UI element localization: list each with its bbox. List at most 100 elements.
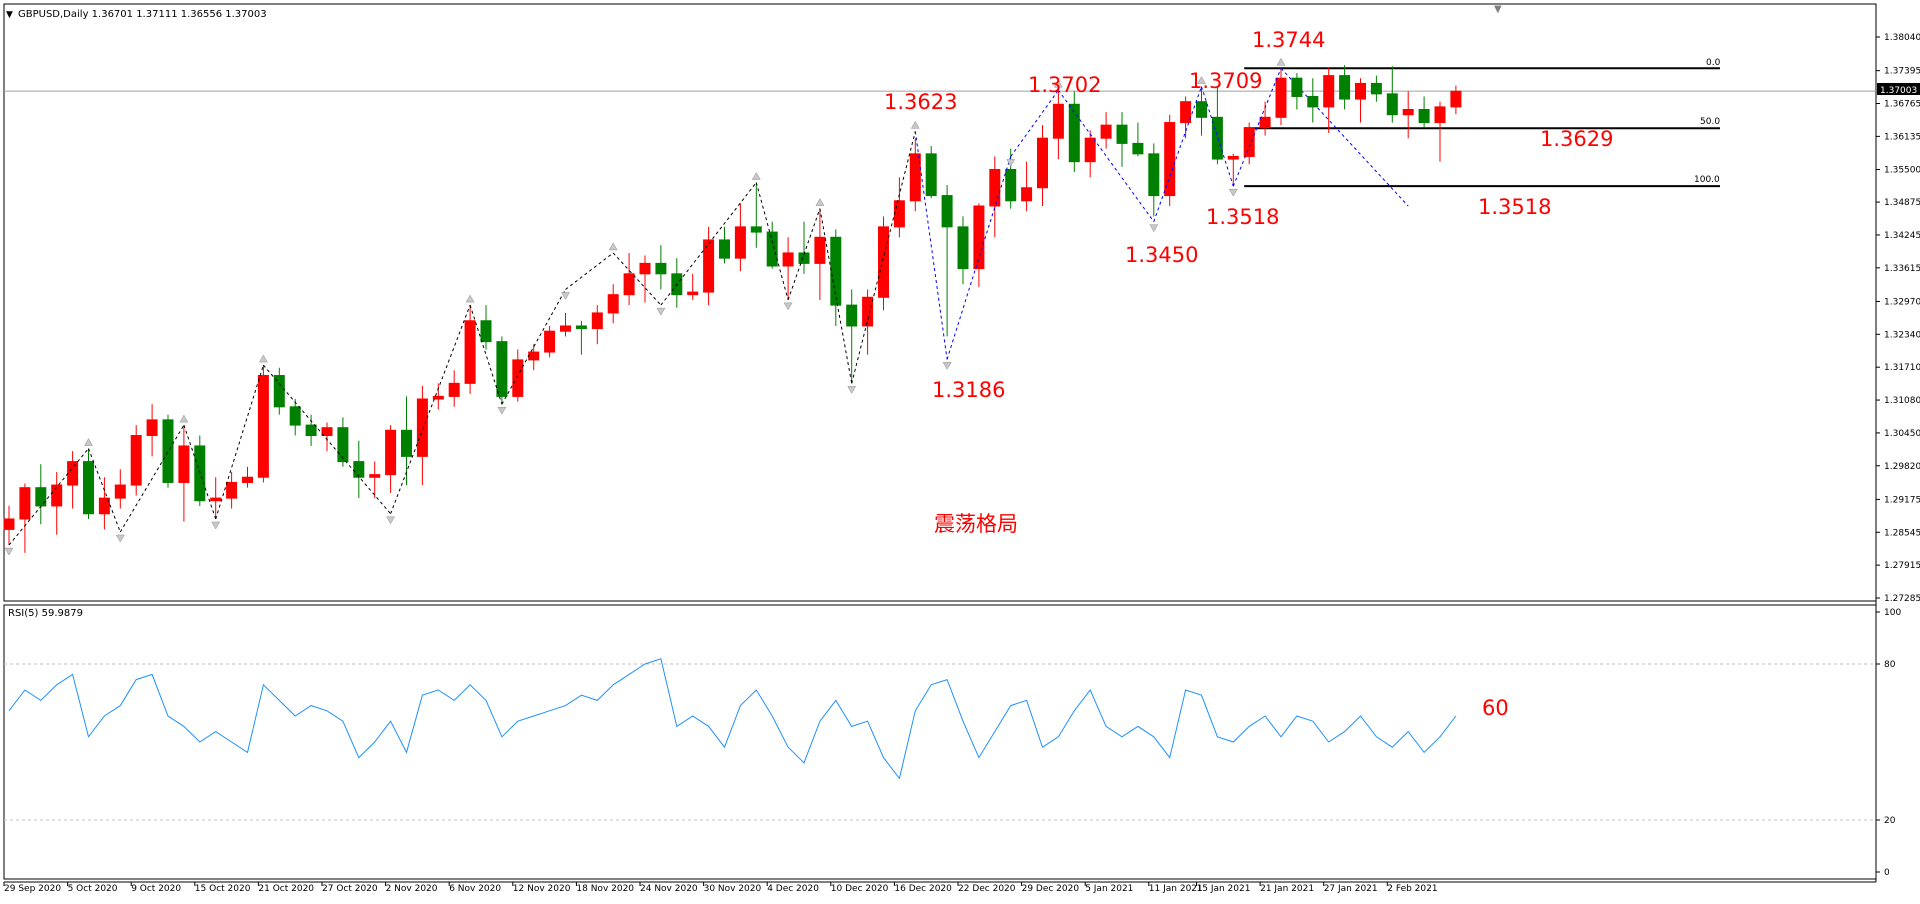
candle-body [273, 375, 285, 408]
annotation-1-3702: 1.3702 [1028, 73, 1101, 97]
candle-body [909, 153, 921, 202]
fib-label-50: 50.0 [1700, 117, 1720, 127]
candle-body [1275, 77, 1287, 118]
zigzag-segment [565, 252, 614, 290]
time-axis-label: 29 Dec 2020 [1022, 884, 1080, 894]
time-axis-label: 22 Dec 2020 [958, 884, 1016, 894]
candle-body [1068, 103, 1080, 163]
candle-body [782, 252, 794, 267]
candle-body [607, 294, 619, 314]
candle-body [925, 153, 937, 197]
time-axis-label: 15 Jan 2021 [1197, 884, 1251, 894]
candle-body [496, 341, 508, 397]
window-menu-icon[interactable]: ▼ [6, 10, 13, 20]
candle-body [1402, 109, 1414, 116]
annotation-consolidation: 震荡格局 [934, 512, 1018, 536]
candle-body [1037, 137, 1048, 189]
price-axis-label: 1.32340 [1884, 330, 1920, 340]
candle-body [19, 487, 31, 520]
fractal-down-marker [211, 521, 221, 530]
candle-body [814, 236, 826, 264]
time-axis-label: 2 Feb 2021 [1387, 884, 1437, 894]
annotation-1-3709: 1.3709 [1189, 69, 1262, 93]
candle-body [973, 205, 985, 270]
candle-body [1084, 137, 1096, 163]
rsi-axis-label: 20 [1884, 816, 1896, 826]
price-axis-label: 1.38040 [1884, 33, 1920, 43]
candle-body [687, 291, 699, 296]
time-axis-label: 12 Nov 2020 [513, 884, 571, 894]
price-axis-label: 1.29820 [1884, 462, 1920, 472]
time-axis-label: 27 Oct 2020 [322, 884, 378, 894]
zigzag-segment [1010, 89, 1059, 157]
rsi-axis-label: 0 [1884, 868, 1890, 878]
chart-shift-icon[interactable]: ▼ [1494, 4, 1502, 15]
candle-body [766, 231, 778, 267]
fractal-down-marker [1006, 159, 1016, 167]
time-axis-label: 10 Dec 2020 [831, 884, 889, 894]
zigzag-indicator [4, 57, 1286, 556]
candle-body [1211, 116, 1223, 160]
fractal-up-marker [608, 242, 618, 251]
candle-body [114, 484, 126, 499]
fractal-up-marker [84, 438, 93, 446]
price-panel-frame [3, 3, 1877, 602]
fractal-down-marker [1149, 224, 1159, 233]
candle-body [1180, 101, 1192, 124]
zigzag-segment [215, 364, 264, 520]
candle-body [1052, 103, 1064, 139]
candle-body [3, 518, 15, 530]
price-axis-label: 1.27915 [1884, 561, 1920, 571]
candle-body [83, 461, 94, 515]
rsi-title: RSI(5) 59.9879 [8, 608, 83, 619]
candle-body [480, 320, 492, 343]
time-axis-label: 30 Nov 2020 [704, 884, 762, 894]
fractal-up-marker [910, 120, 920, 129]
fractal-down-marker [1228, 188, 1238, 197]
candle-body [51, 484, 63, 507]
price-axis: 1.38040 1.37395 1.36765 1.36135 1.35500 1.348… [1876, 33, 1920, 604]
candle-body [98, 497, 110, 515]
candle-body [210, 497, 222, 502]
candle-body [1339, 75, 1351, 100]
fractal-up-marker [1053, 79, 1063, 88]
candle-body [591, 312, 603, 330]
candle-body [162, 419, 174, 483]
symbol-info: GBPUSD,Daily 1.36701 1.37111 1.36556 1.3… [18, 9, 267, 20]
candle-body [1307, 95, 1319, 108]
fractal-down-marker [4, 547, 14, 556]
fractal-down-marker [656, 307, 666, 316]
rsi-panel-frame [3, 604, 1877, 880]
annotation-1-3450: 1.3450 [1125, 243, 1198, 267]
price-axis-label: 1.36765 [1884, 100, 1920, 110]
candle-body [862, 296, 874, 327]
candle-body [512, 359, 524, 397]
time-axis-label: 29 Sep 2020 [4, 884, 61, 894]
annotation-1-3186: 1.3186 [932, 378, 1005, 402]
rsi-axis-label: 80 [1884, 660, 1896, 670]
price-axis-label: 1.33615 [1884, 264, 1920, 274]
candle-body [35, 487, 47, 507]
candle-body [544, 330, 556, 353]
price-axis-label: 1.34875 [1884, 198, 1920, 208]
time-axis-label: 21 Oct 2020 [258, 884, 314, 894]
zigzag-segment [88, 448, 121, 533]
fib-label-100: 100.0 [1694, 175, 1720, 185]
candle-body [242, 476, 253, 483]
rsi-line [8, 658, 1457, 780]
time-axis-label: 11 Jan 2021 [1149, 884, 1203, 894]
candle-body [750, 226, 762, 233]
fractal-up-marker [179, 414, 189, 423]
price-axis-label: 1.35500 [1884, 165, 1920, 175]
rsi-indicator: 100 80 20 0 [4, 608, 1901, 878]
price-axis-label: 1.34245 [1884, 231, 1920, 241]
fractal-down-marker [942, 362, 952, 370]
time-axis-label: 9 Oct 2020 [131, 884, 181, 894]
price-axis-label: 1.36135 [1884, 132, 1920, 142]
time-axis-label: 24 Nov 2020 [640, 884, 698, 894]
candle-body [321, 427, 333, 437]
candle-body [623, 273, 635, 296]
fractal-up-marker [815, 198, 825, 206]
zigzag-segment [914, 131, 948, 360]
candle-body [289, 406, 301, 426]
